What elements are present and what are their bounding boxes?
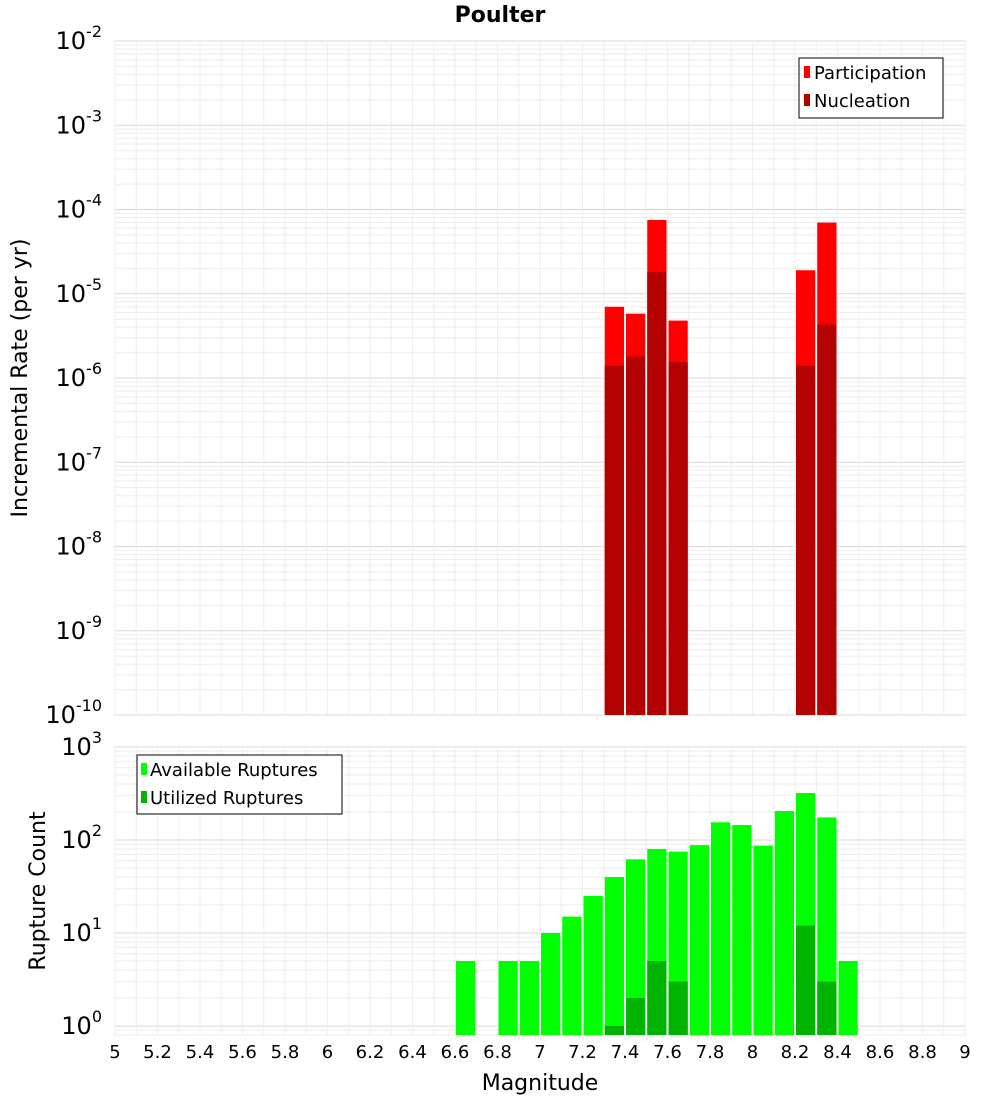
- rupture-y-tick-label: 100: [61, 1007, 102, 1040]
- x-tick-label: 8.8: [908, 1042, 937, 1063]
- rupture-bar-utilized-ruptures: [817, 981, 837, 1035]
- rate-y-tick-label: 10-3: [56, 106, 103, 139]
- x-tick-label: 5.2: [143, 1042, 172, 1063]
- x-tick-label: 5.4: [186, 1042, 215, 1063]
- rate-legend-box: [798, 57, 944, 119]
- rupture-bar-utilized-ruptures: [626, 997, 646, 1035]
- available-legend-swatch: [141, 763, 147, 775]
- rate-y-tick-label: 10-8: [56, 528, 103, 561]
- participation-legend-label: Participation: [814, 63, 926, 84]
- rate-bar-nucleation: [796, 365, 816, 715]
- rupture-bar-available-ruptures: [519, 960, 539, 1035]
- rate-y-axis-label: Incremental Rate (per yr): [8, 239, 33, 518]
- rupture-bar-available-ruptures: [626, 859, 646, 1035]
- rupture-bar-available-ruptures: [732, 824, 752, 1035]
- x-tick-label: 6.2: [356, 1042, 385, 1063]
- rate-y-tick-label: 10-10: [45, 696, 102, 729]
- participation-legend-swatch: [804, 66, 810, 78]
- x-tick-label: 7: [534, 1042, 545, 1063]
- rupture-bar-available-ruptures: [583, 895, 603, 1035]
- rupture-count-panel: 100 101 102 103 Rupture Count Available Rup…: [26, 728, 966, 1040]
- rate-panel: 10-10 10-9 10-8 10-7 10-6 10-5 10-4 10-3 10-2 In…: [8, 22, 966, 729]
- rate-y-tick-label: 10-2: [56, 22, 103, 55]
- x-tick-label: 7.6: [653, 1042, 682, 1063]
- utilized-legend-label: Utilized Ruptures: [150, 788, 303, 809]
- rupture-bar-available-ruptures: [456, 960, 476, 1035]
- x-tick-label: 7.2: [568, 1042, 597, 1063]
- rupture-legend: Available Ruptures Utilized Ruptures: [136, 754, 343, 815]
- rate-gridlines: [114, 40, 966, 716]
- rate-legend: Participation Nucleation: [798, 57, 944, 119]
- x-tick-label: 6.6: [441, 1042, 470, 1063]
- available-legend-label: Available Ruptures: [150, 760, 318, 781]
- rate-bar-nucleation: [668, 361, 688, 715]
- rate-bars: [604, 220, 837, 716]
- rate-y-tick-label: 10-9: [56, 612, 103, 645]
- rupture-bar-utilized-ruptures: [604, 1025, 624, 1035]
- x-tick-label: 6.8: [483, 1042, 512, 1063]
- rate-y-tick-label: 10-7: [56, 443, 103, 476]
- rupture-bar-available-ruptures: [753, 845, 773, 1035]
- rate-y-ticks: 10-10 10-9 10-8 10-7 10-6 10-5 10-4 10-3 10-2: [45, 22, 102, 729]
- rupture-bar-utilized-ruptures: [796, 925, 816, 1035]
- rupture-legend-box: [136, 754, 343, 815]
- utilized-legend-swatch: [141, 791, 147, 803]
- rate-y-tick-label: 10-5: [56, 275, 103, 308]
- nucleation-legend-swatch: [804, 94, 810, 106]
- chart-title: Poulter: [455, 3, 546, 28]
- rupture-bar-utilized-ruptures: [647, 960, 667, 1035]
- x-tick-label: 6: [322, 1042, 333, 1063]
- rupture-bar-available-ruptures: [817, 817, 837, 1035]
- x-tick-label: 5: [109, 1042, 120, 1063]
- x-axis-label: Magnitude: [482, 1071, 599, 1096]
- rupture-y-tick-label: 103: [61, 728, 102, 761]
- rupture-bar-available-ruptures: [711, 822, 731, 1035]
- rupture-y-axis-label: Rupture Count: [26, 811, 51, 971]
- nucleation-legend-label: Nucleation: [814, 91, 910, 112]
- rupture-bar-available-ruptures: [838, 960, 858, 1035]
- rupture-y-tick-label: 102: [61, 821, 102, 854]
- rupture-bar-available-ruptures: [774, 811, 794, 1035]
- x-tick-label: 8: [747, 1042, 758, 1063]
- x-tick-label: 6.4: [398, 1042, 427, 1063]
- rupture-bar-available-ruptures: [689, 845, 709, 1035]
- x-tick-label: 5.6: [228, 1042, 257, 1063]
- rate-bar-nucleation: [817, 324, 837, 715]
- rupture-bar-available-ruptures: [562, 916, 582, 1035]
- rupture-y-tick-label: 101: [61, 914, 102, 947]
- x-tick-label: 7.8: [696, 1042, 725, 1063]
- rupture-bar-available-ruptures: [604, 877, 624, 1035]
- rate-y-tick-label: 10-4: [56, 191, 103, 224]
- x-tick-label: 8.6: [866, 1042, 895, 1063]
- rupture-y-ticks: 100 101 102 103: [61, 728, 102, 1040]
- x-tick-label: 5.8: [271, 1042, 300, 1063]
- rate-bar-nucleation: [647, 272, 667, 715]
- x-axis-ticks: 5 5.2 5.4 5.6 5.8 6 6.2 6.4 6.6 6.8 7 7.2 7.4 7.6 7.8 8…: [109, 1042, 970, 1063]
- x-tick-label: 8.2: [781, 1042, 810, 1063]
- rate-bar-nucleation: [604, 365, 624, 715]
- rupture-bar-available-ruptures: [498, 960, 518, 1035]
- rupture-bars: [456, 793, 858, 1035]
- x-tick-label: 7.4: [611, 1042, 640, 1063]
- rate-y-tick-label: 10-6: [56, 359, 103, 392]
- rate-bar-nucleation: [626, 356, 646, 715]
- rupture-bar-available-ruptures: [541, 932, 561, 1035]
- x-tick-label: 9: [959, 1042, 970, 1063]
- rupture-bar-utilized-ruptures: [668, 981, 688, 1035]
- x-tick-label: 8.4: [823, 1042, 852, 1063]
